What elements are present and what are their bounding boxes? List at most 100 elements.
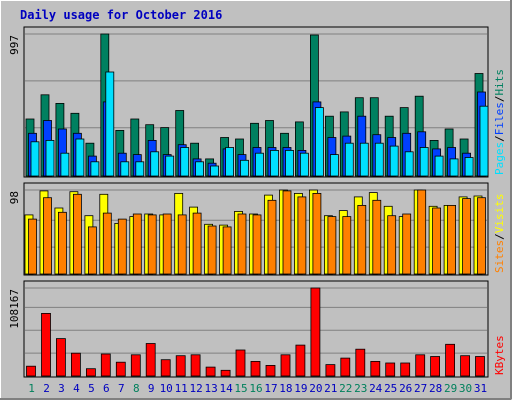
bar-pages-day-29 — [449, 158, 459, 177]
bar-sites-day-9 — [147, 214, 157, 275]
x-tick-day-2: 2 — [43, 382, 50, 395]
bar-kbytes-day-2 — [41, 312, 51, 377]
bar-pages-day-1 — [30, 141, 40, 177]
bar-pages-day-30 — [464, 157, 474, 177]
bar-sites-day-21 — [327, 216, 337, 275]
x-tick-day-9: 9 — [148, 382, 155, 395]
bar-sites-day-3 — [58, 211, 67, 275]
bar-kbytes-day-10 — [160, 359, 171, 377]
x-tick-day-30: 30 — [459, 382, 472, 395]
bar-sites-day-16 — [252, 214, 262, 275]
bar-sites-day-12 — [192, 212, 202, 275]
bar-kbytes-day-8 — [130, 354, 141, 377]
legend-label-kbytes: KBytes — [493, 335, 506, 375]
bar-sites-day-31 — [477, 197, 486, 275]
legend-part: KBytes — [493, 335, 506, 375]
bar-sites-day-29 — [447, 204, 457, 275]
bar-kbytes-day-16 — [250, 360, 261, 377]
bar-sites-day-1 — [28, 218, 37, 275]
right-legend-labels: Pages/Files/Hits Sites/Visits KBytes — [493, 69, 506, 375]
bar-kbytes-day-25 — [385, 362, 396, 377]
legend-label-visits-sites: Sites/Visits — [493, 194, 506, 274]
bar-pages-day-7 — [120, 161, 130, 177]
bar-kbytes-day-31 — [475, 356, 485, 377]
bar-sites-day-6 — [102, 212, 112, 275]
bar-sites-day-28 — [432, 207, 442, 275]
bar-pages-day-9 — [150, 151, 160, 177]
bar-sites-day-24 — [372, 199, 382, 275]
bar-pages-day-31 — [479, 105, 489, 177]
bar-kbytes-day-6 — [100, 353, 111, 377]
bar-sites-day-7 — [117, 218, 127, 275]
chart-title: Daily usage for October 2016 — [20, 8, 222, 22]
x-tick-day-26: 26 — [399, 382, 412, 395]
bar-pages-day-14 — [225, 147, 235, 177]
x-axis-labels: 1 2 3 4 5 6 7 8 9 10 11 12 13 14 15 16 17 18 19 20 21 22 23 24 2… — [28, 382, 487, 395]
bar-pages-day-28 — [434, 155, 444, 177]
x-tick-day-3: 3 — [58, 382, 65, 395]
legend-label-hits-files-pages: Pages/Files/Hits — [493, 69, 506, 175]
bar-pages-day-26 — [404, 151, 414, 177]
bar-kbytes-day-30 — [460, 355, 471, 377]
bar-sites-day-10 — [162, 213, 172, 275]
bar-kbytes-day-17 — [265, 364, 276, 377]
bar-pages-day-27 — [419, 147, 429, 177]
x-tick-day-4: 4 — [73, 382, 80, 395]
bar-sites-day-5 — [88, 226, 97, 275]
bar-sites-day-18 — [282, 190, 292, 275]
bar-kbytes-day-4 — [71, 352, 81, 377]
bar-kbytes-day-22 — [340, 357, 351, 377]
bar-pages-day-12 — [195, 161, 205, 177]
bar-pages-day-2 — [45, 139, 55, 177]
x-tick-day-19: 19 — [294, 382, 307, 395]
bar-kbytes-day-20 — [310, 287, 321, 377]
bar-sites-day-22 — [342, 216, 352, 275]
bar-sites-day-15 — [237, 213, 247, 275]
bar-kbytes-day-3 — [56, 338, 66, 377]
x-tick-day-23: 23 — [354, 382, 367, 395]
legend-part: Hits — [493, 69, 506, 96]
bar-pages-day-25 — [389, 145, 399, 177]
bar-pages-day-4 — [75, 138, 85, 177]
bar-sites-day-27 — [417, 189, 427, 275]
bar-pages-day-23 — [359, 142, 369, 177]
x-tick-day-14: 14 — [219, 382, 233, 395]
bar-pages-day-20 — [314, 107, 324, 177]
bar-pages-day-22 — [344, 142, 354, 177]
legend-part: / — [493, 233, 506, 240]
bar-sites-day-26 — [402, 213, 412, 275]
bar-sites-day-2 — [43, 197, 52, 275]
bar-kbytes-day-14 — [220, 369, 231, 377]
bar-kbytes-day-1 — [26, 365, 36, 377]
x-tick-day-31: 31 — [474, 382, 487, 395]
legend-part: / — [493, 135, 506, 142]
bar-pages-day-8 — [135, 161, 145, 177]
bar-sites-day-17 — [267, 199, 277, 275]
x-tick-day-27: 27 — [414, 382, 427, 395]
legend-part: Files — [493, 102, 506, 135]
x-tick-day-12: 12 — [189, 382, 202, 395]
x-tick-day-17: 17 — [264, 382, 277, 395]
x-tick-day-22: 22 — [339, 382, 352, 395]
x-tick-day-6: 6 — [103, 382, 110, 395]
bar-kbytes-day-27 — [415, 354, 426, 377]
legend-part: Visits — [493, 194, 506, 234]
bar-pages-day-16 — [255, 152, 264, 177]
x-tick-day-16: 16 — [249, 382, 262, 395]
legend-part: / — [493, 96, 506, 103]
bar-pages-day-21 — [329, 154, 339, 177]
x-tick-day-24: 24 — [369, 382, 383, 395]
bar-pages-day-18 — [285, 149, 294, 177]
x-tick-day-10: 10 — [160, 382, 173, 395]
bar-kbytes-day-7 — [115, 361, 126, 377]
bar-kbytes-day-29 — [445, 343, 456, 377]
bar-pages-day-15 — [240, 159, 249, 177]
bar-kbytes-day-28 — [430, 356, 441, 377]
bar-pages-day-17 — [270, 149, 279, 177]
x-tick-day-25: 25 — [384, 382, 397, 395]
bar-kbytes-day-9 — [145, 343, 156, 377]
bar-kbytes-day-11 — [175, 355, 186, 377]
bar-pages-day-6 — [105, 71, 115, 177]
bar-pages-day-19 — [299, 152, 309, 177]
